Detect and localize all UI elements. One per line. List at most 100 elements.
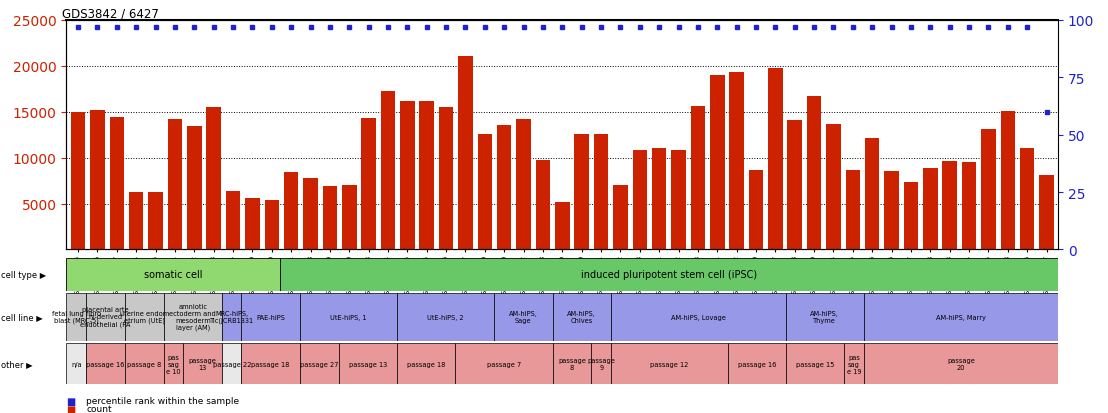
Bar — [148, 193, 163, 250]
Text: other ▶: other ▶ — [1, 359, 33, 368]
Text: passage 12: passage 12 — [650, 361, 688, 367]
Bar — [788, 121, 802, 250]
Bar — [864, 344, 1058, 384]
Bar — [187, 127, 202, 250]
Bar — [284, 173, 298, 250]
Bar — [245, 199, 259, 250]
Bar — [66, 258, 280, 291]
Bar — [455, 344, 553, 384]
Text: count: count — [86, 404, 112, 413]
Text: passage
9: passage 9 — [587, 357, 615, 370]
Text: passage
8: passage 8 — [558, 357, 586, 370]
Text: n/a: n/a — [71, 361, 82, 367]
Text: MRC-hiPS,
Tic(JCRB1331: MRC-hiPS, Tic(JCRB1331 — [209, 310, 254, 324]
Bar — [786, 344, 844, 384]
Bar — [167, 120, 182, 250]
Bar — [982, 130, 996, 250]
Text: AM-hiPS,
Chives: AM-hiPS, Chives — [567, 311, 596, 323]
Text: AM-hiPS,
Thyme: AM-hiPS, Thyme — [810, 311, 839, 323]
Bar — [110, 118, 124, 250]
Bar — [478, 134, 492, 250]
Bar — [206, 108, 220, 250]
Bar — [86, 344, 125, 384]
Bar — [164, 293, 222, 341]
Bar — [164, 344, 183, 384]
Bar — [807, 97, 821, 250]
Text: somatic cell: somatic cell — [144, 270, 203, 280]
Text: cell line ▶: cell line ▶ — [1, 313, 43, 321]
Bar — [749, 170, 763, 250]
Bar — [66, 293, 86, 341]
Bar — [1019, 149, 1035, 250]
Text: placental arte
ry-derived
endothelial (PA: placental arte ry-derived endothelial (P… — [80, 307, 131, 327]
Text: AM-hiPS,
Sage: AM-hiPS, Sage — [509, 311, 537, 323]
Bar — [786, 293, 864, 341]
Bar — [66, 344, 86, 384]
Bar — [125, 344, 164, 384]
Bar — [1001, 112, 1015, 250]
Bar — [864, 293, 1058, 341]
Bar — [300, 293, 397, 341]
Bar — [652, 149, 666, 250]
Bar — [90, 111, 105, 250]
Text: passage 8: passage 8 — [127, 361, 162, 367]
Bar — [943, 162, 957, 250]
Text: passage 27: passage 27 — [300, 361, 339, 367]
Text: percentile rank within the sample: percentile rank within the sample — [86, 396, 239, 405]
Text: passage 16: passage 16 — [86, 361, 124, 367]
Text: PAE-hiPS: PAE-hiPS — [256, 314, 285, 320]
Bar — [439, 108, 453, 250]
Text: passage 18: passage 18 — [252, 361, 290, 367]
Text: AM-hiPS, Lovage: AM-hiPS, Lovage — [671, 314, 726, 320]
Bar — [86, 293, 125, 341]
Bar — [304, 178, 318, 250]
Bar — [381, 92, 396, 250]
Text: passage 16: passage 16 — [738, 361, 776, 367]
Bar — [125, 293, 164, 341]
Text: passage 22: passage 22 — [213, 361, 252, 367]
Bar — [265, 200, 279, 250]
Bar — [633, 151, 647, 250]
Bar — [361, 119, 376, 250]
Bar — [129, 193, 143, 250]
Bar — [592, 344, 611, 384]
Bar — [459, 57, 473, 250]
Bar — [242, 344, 300, 384]
Bar — [574, 134, 589, 250]
Bar — [553, 344, 592, 384]
Text: GDS3842 / 6427: GDS3842 / 6427 — [62, 8, 158, 21]
Bar — [342, 186, 357, 250]
Bar — [904, 183, 919, 250]
Bar — [671, 151, 686, 250]
Text: passage 13: passage 13 — [349, 361, 387, 367]
Bar — [962, 163, 976, 250]
Bar — [594, 134, 608, 250]
Bar — [535, 161, 551, 250]
Text: amniotic
ectoderm and
mesoderm
layer (AM): amniotic ectoderm and mesoderm layer (AM… — [170, 303, 216, 331]
Text: passage 7: passage 7 — [486, 361, 521, 367]
Bar — [845, 171, 860, 250]
Bar — [300, 344, 339, 384]
Text: passage 15: passage 15 — [796, 361, 834, 367]
Bar — [611, 293, 786, 341]
Bar — [613, 186, 627, 250]
Text: fetal lung fibro
blast (MRC-5): fetal lung fibro blast (MRC-5) — [52, 310, 101, 324]
Bar — [400, 101, 414, 250]
Bar — [728, 344, 786, 384]
Bar — [553, 293, 611, 341]
Bar — [242, 293, 300, 341]
Bar — [690, 107, 705, 250]
Text: cell type ▶: cell type ▶ — [1, 270, 47, 279]
Bar — [226, 191, 240, 250]
Text: UtE-hiPS, 2: UtE-hiPS, 2 — [428, 314, 464, 320]
Text: pas
sag
e 10: pas sag e 10 — [166, 354, 181, 374]
Text: UtE-hiPS, 1: UtE-hiPS, 1 — [330, 314, 367, 320]
Bar — [339, 344, 397, 384]
Text: pas
sag
e 19: pas sag e 19 — [847, 354, 861, 374]
Bar — [71, 112, 85, 250]
Bar — [923, 168, 937, 250]
Text: ■: ■ — [66, 396, 75, 406]
Bar — [827, 124, 841, 250]
Bar — [494, 293, 553, 341]
Bar — [555, 202, 570, 250]
